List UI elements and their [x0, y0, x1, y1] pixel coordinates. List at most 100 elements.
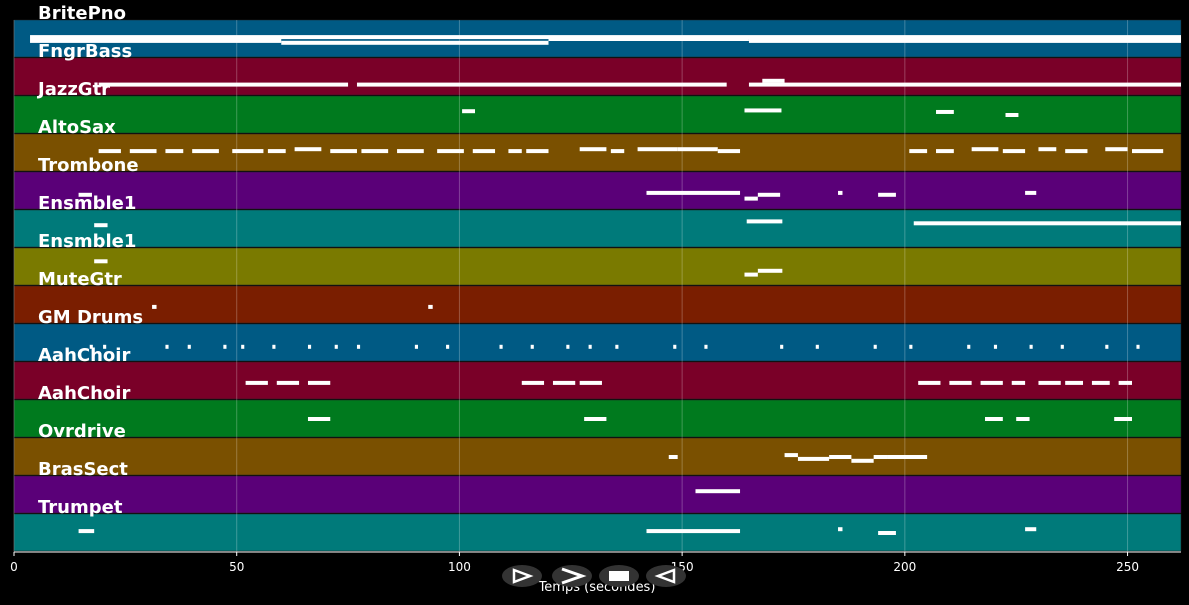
note	[165, 344, 169, 349]
note	[980, 380, 1003, 385]
note	[397, 149, 424, 154]
note	[330, 149, 357, 154]
track-label: FngrBass	[38, 41, 132, 62]
play-icon[interactable]	[512, 568, 534, 584]
note	[780, 344, 784, 349]
note	[276, 380, 300, 385]
note	[637, 147, 678, 152]
note	[361, 149, 389, 154]
note	[98, 149, 121, 154]
track-label: JazzGtr	[36, 79, 110, 100]
track-label: MuteGtr	[38, 269, 122, 290]
track-label: AahChoir	[38, 383, 130, 404]
note	[530, 344, 534, 349]
note	[784, 453, 798, 458]
note	[521, 380, 545, 385]
track-lane	[13, 171, 1182, 210]
x-tick-label: 100	[448, 560, 471, 574]
note	[873, 344, 877, 349]
note	[462, 109, 476, 114]
note	[1136, 344, 1140, 349]
note	[579, 380, 602, 385]
note	[610, 149, 625, 154]
track-label: BrasSect	[38, 459, 128, 480]
note	[757, 268, 783, 273]
forward-button[interactable]	[552, 565, 592, 587]
note	[1029, 344, 1033, 349]
note	[94, 259, 108, 264]
note	[267, 149, 286, 154]
note	[1105, 344, 1109, 349]
note	[744, 272, 758, 277]
note	[815, 344, 819, 349]
track-lane	[13, 95, 1182, 134]
x-tick-label: 200	[893, 560, 916, 574]
x-tick-label: 50	[229, 560, 244, 574]
note	[1011, 380, 1026, 385]
note	[985, 417, 1003, 421]
note	[30, 35, 1181, 40]
note	[1065, 380, 1084, 385]
note	[878, 192, 896, 197]
note	[913, 221, 1181, 226]
button-bg[interactable]	[502, 565, 542, 587]
note	[744, 196, 758, 201]
note	[668, 455, 678, 459]
note	[1005, 113, 1019, 117]
note	[552, 380, 576, 385]
rewind-button[interactable]	[646, 565, 686, 587]
note	[526, 149, 549, 154]
note	[192, 149, 219, 154]
stop-icon[interactable]	[609, 571, 629, 581]
play-button[interactable]	[502, 565, 542, 587]
note	[78, 192, 92, 197]
note	[797, 456, 830, 461]
note	[949, 380, 972, 385]
note	[829, 455, 852, 459]
note	[356, 344, 361, 349]
x-tick-label: 0	[10, 560, 18, 574]
note	[646, 190, 741, 195]
note	[936, 109, 954, 114]
note	[1091, 380, 1110, 385]
track-label: AltoSax	[38, 117, 116, 138]
note	[1105, 147, 1128, 152]
track-lane	[13, 437, 1182, 476]
button-bg[interactable]	[646, 565, 686, 587]
track-lane	[13, 285, 1182, 324]
forward-icon[interactable]	[561, 567, 587, 585]
note	[1038, 380, 1061, 385]
note	[307, 417, 331, 421]
note	[909, 344, 913, 349]
track-label: Ensmble1	[38, 193, 136, 214]
track-label: Trombone	[38, 155, 139, 176]
note	[241, 344, 245, 349]
track-lane	[13, 475, 1182, 514]
x-tick-label: 250	[1116, 560, 1139, 574]
note	[307, 380, 331, 385]
note	[129, 149, 157, 154]
note	[746, 219, 783, 224]
note	[98, 82, 349, 87]
note	[94, 223, 108, 228]
rewind-icon[interactable]	[654, 568, 676, 584]
track-lane	[13, 247, 1182, 286]
note	[838, 190, 843, 195]
note	[873, 455, 888, 459]
note	[272, 344, 276, 349]
note	[356, 82, 727, 87]
note	[1025, 527, 1037, 532]
note	[1132, 149, 1164, 154]
note	[971, 147, 999, 152]
stop-button[interactable]	[599, 565, 639, 587]
note	[1038, 147, 1057, 152]
note	[757, 192, 781, 197]
track-label: Ensmble1	[38, 231, 136, 252]
note	[851, 458, 874, 463]
note	[1065, 149, 1088, 154]
track-label: Ovrdrive	[38, 421, 126, 442]
note	[1118, 380, 1133, 385]
note	[646, 529, 741, 534]
